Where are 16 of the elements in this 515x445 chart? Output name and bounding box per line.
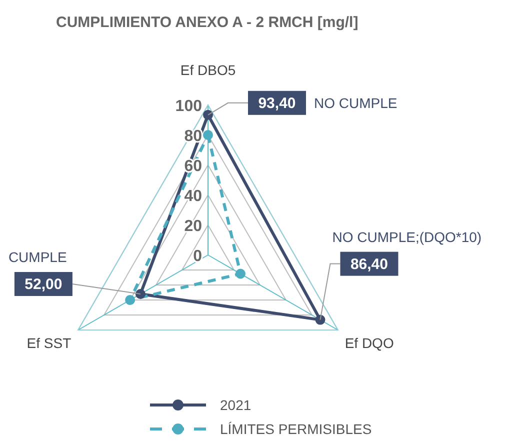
legend-label: LÍMITES PERMISIBLES (220, 421, 372, 437)
data-label: 86,40 (350, 256, 388, 273)
text: CUMPLE (8, 249, 67, 265)
spoke-label: Ef DBO5 (180, 62, 236, 78)
text: NO CUMPLE (314, 94, 398, 111)
y-tick-label: 40 (184, 188, 202, 205)
y-tick-label: 100 (175, 98, 202, 115)
spoke-label: Ef DQO (344, 335, 394, 351)
legend-label: 2021 (220, 397, 252, 413)
chart-title: CUMPLIMIENTO ANEXO A - 2 RMCH [mg/l] (56, 14, 358, 31)
data-label: 93,40 (258, 94, 296, 112)
data-label: 52,00 (24, 276, 62, 293)
y-tick-label: 20 (184, 218, 202, 235)
y-tick-label: 0 (193, 248, 202, 265)
text: NO CUMPLE;(DQO*10) (332, 228, 482, 245)
spoke-label: Ef SST (26, 335, 72, 351)
